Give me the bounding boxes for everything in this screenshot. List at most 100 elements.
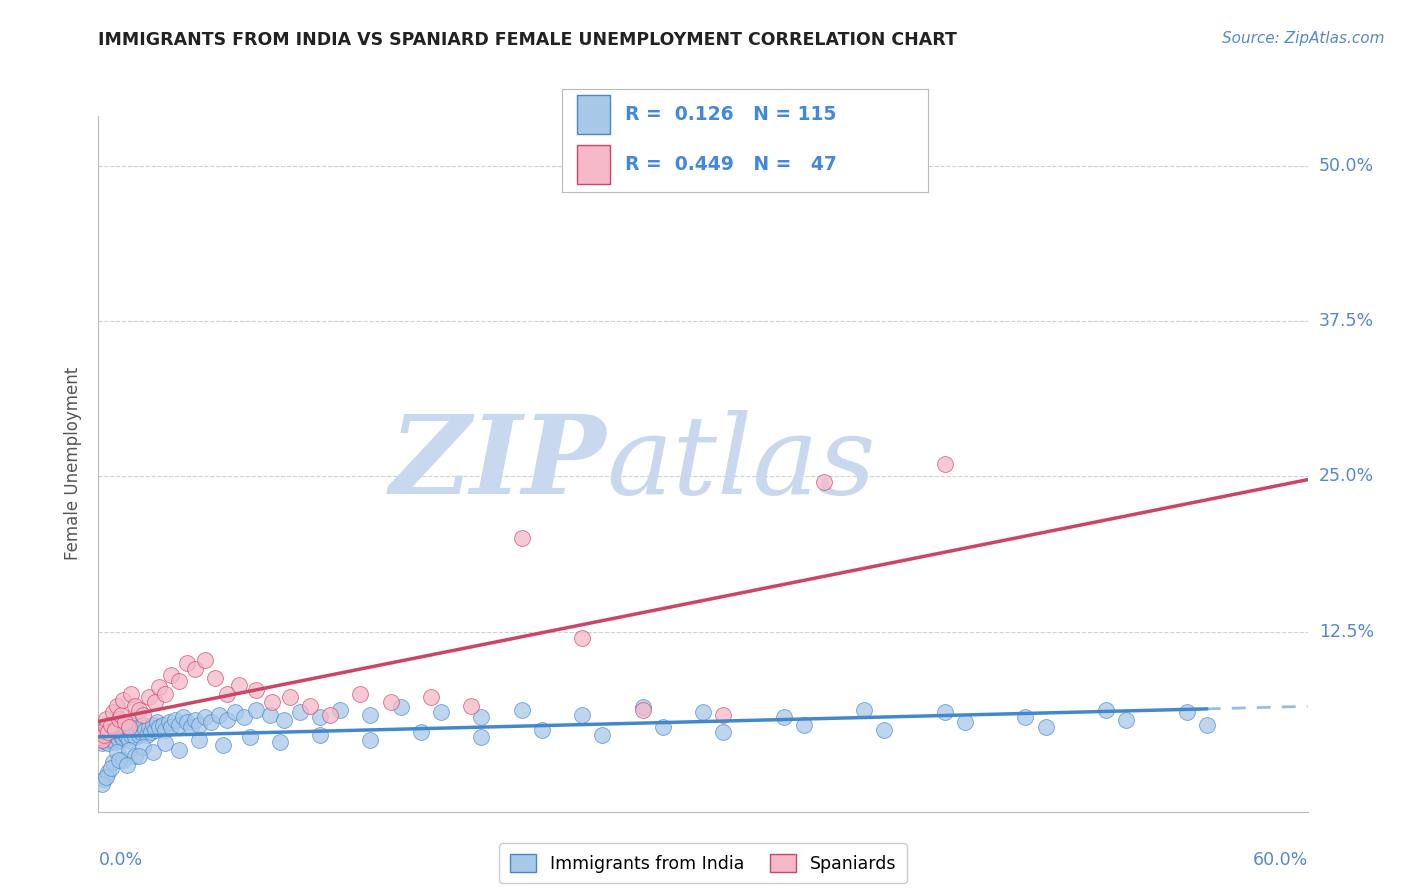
Point — [128, 703, 150, 717]
Point — [172, 710, 194, 724]
Point — [105, 745, 128, 759]
Text: Source: ZipAtlas.com: Source: ZipAtlas.com — [1222, 31, 1385, 46]
Point — [319, 707, 342, 722]
Point — [430, 706, 453, 720]
Point — [132, 707, 155, 722]
Point — [1195, 717, 1218, 731]
Text: R =  0.126   N = 115: R = 0.126 N = 115 — [624, 105, 837, 124]
Point — [124, 748, 146, 763]
Text: 0.0%: 0.0% — [98, 851, 142, 869]
Text: atlas: atlas — [606, 410, 876, 517]
Point — [470, 730, 492, 744]
Point — [176, 715, 198, 730]
Point — [278, 690, 301, 705]
Point — [245, 683, 267, 698]
Point — [571, 707, 593, 722]
Point — [101, 706, 124, 720]
Point — [128, 728, 150, 742]
Point — [591, 728, 613, 742]
Point — [100, 723, 122, 737]
Point — [309, 710, 332, 724]
Point — [111, 731, 134, 746]
Point — [873, 723, 896, 737]
Point — [228, 678, 250, 692]
Point — [89, 732, 111, 747]
Point — [105, 730, 128, 744]
Point — [146, 715, 169, 730]
Point — [953, 715, 976, 730]
Point — [631, 700, 654, 714]
Point — [111, 723, 134, 738]
Point — [692, 706, 714, 720]
Point — [259, 707, 281, 722]
Point — [96, 735, 118, 749]
Point — [360, 707, 382, 722]
Point — [180, 720, 202, 734]
Point — [110, 729, 132, 743]
Point — [232, 710, 254, 724]
Point — [288, 706, 311, 720]
Point — [107, 712, 129, 726]
Point — [1115, 713, 1137, 727]
Bar — [576, 145, 610, 184]
Point — [93, 723, 115, 738]
Point — [115, 757, 138, 772]
Point — [419, 690, 441, 705]
Point — [97, 736, 120, 750]
Text: 12.5%: 12.5% — [1319, 623, 1374, 640]
Point — [239, 730, 262, 744]
Point — [194, 653, 217, 667]
Text: 50.0%: 50.0% — [1319, 157, 1374, 175]
Point — [100, 761, 122, 775]
Point — [96, 728, 118, 742]
Point — [510, 532, 533, 546]
Point — [160, 720, 183, 734]
Text: IMMIGRANTS FROM INDIA VS SPANIARD FEMALE UNEMPLOYMENT CORRELATION CHART: IMMIGRANTS FROM INDIA VS SPANIARD FEMALE… — [98, 31, 957, 49]
Point — [711, 707, 734, 722]
Point — [103, 735, 125, 749]
Point — [124, 730, 146, 744]
Point — [245, 703, 267, 717]
Point — [167, 717, 190, 731]
Point — [142, 745, 165, 759]
Point — [217, 713, 239, 727]
Point — [124, 699, 146, 714]
Point — [120, 717, 142, 731]
Point — [142, 717, 165, 731]
Point — [103, 728, 125, 742]
Point — [97, 725, 120, 739]
Point — [114, 715, 136, 730]
Point — [148, 681, 170, 695]
Point — [143, 695, 166, 709]
Point — [409, 725, 432, 739]
Point — [105, 723, 128, 738]
Point — [934, 457, 956, 471]
Point — [571, 631, 593, 645]
Point — [380, 695, 402, 709]
Point — [260, 695, 283, 709]
Point — [118, 720, 141, 734]
Point — [118, 723, 141, 737]
Point — [115, 730, 138, 744]
Point — [934, 706, 956, 720]
Point — [204, 671, 226, 685]
Point — [470, 710, 492, 724]
Text: R =  0.449   N =   47: R = 0.449 N = 47 — [624, 154, 837, 174]
Point — [107, 732, 129, 747]
Point — [110, 707, 132, 722]
Point — [114, 728, 136, 742]
Point — [120, 728, 142, 742]
Point — [194, 710, 217, 724]
Point — [132, 717, 155, 731]
Point — [128, 748, 150, 763]
Point — [93, 772, 115, 787]
Point — [329, 703, 352, 717]
Point — [89, 730, 111, 744]
Point — [224, 706, 246, 720]
Point — [853, 703, 876, 717]
Point — [651, 720, 673, 734]
Point — [188, 732, 211, 747]
Point — [128, 720, 150, 734]
Point — [212, 738, 235, 752]
Point — [96, 720, 118, 734]
